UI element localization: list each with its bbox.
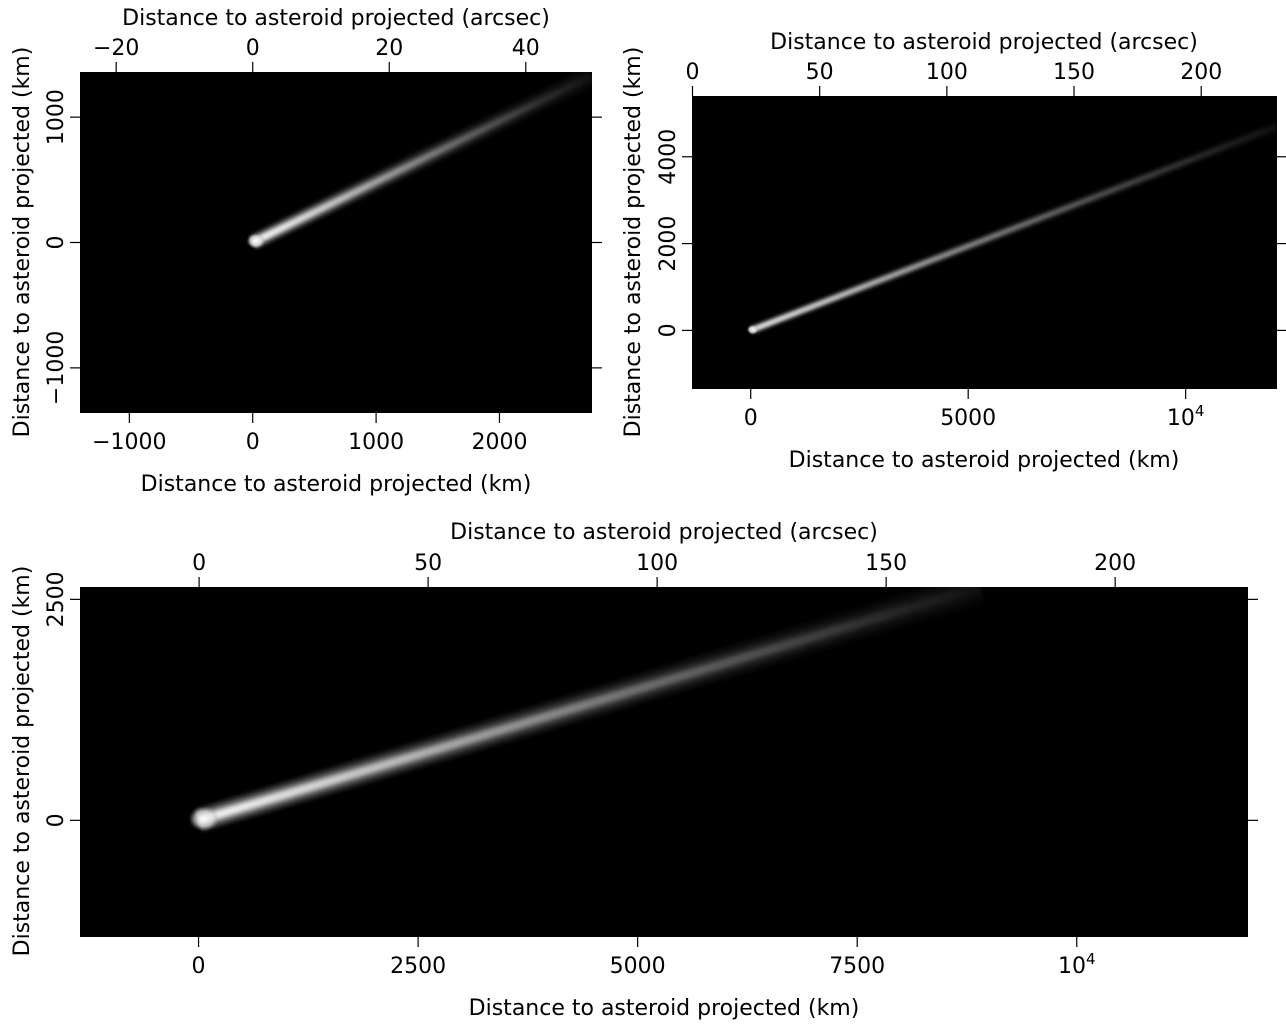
x-axis-top-top-left: −20 0 20 40 (93, 36, 540, 72)
y-axis-left-bottom: 0 2500 (44, 571, 80, 827)
x2-tick-label: 200 (1180, 60, 1222, 85)
y-axis-right-bottom (1248, 598, 1258, 821)
plot-area-top-right (692, 96, 1277, 389)
panel-top-right: 0 5000 104 0 50 100 150 200 0 2000 4000 Distance… (621, 30, 1286, 473)
asteroid-head (746, 324, 759, 335)
y-axis-label-bottom: Distance to asteroid projected (km) (10, 566, 35, 957)
x-tick-label: 7500 (829, 954, 885, 979)
panel-bottom: 0 2500 5000 7500 104 0 50 100 150 200 0 2500 Dist… (10, 520, 1258, 1021)
x-axis-bottom-bottom: 0 2500 5000 7500 104 (192, 937, 1096, 979)
x2-tick-label: 150 (1053, 60, 1095, 85)
y-tick-label: 0 (44, 236, 69, 250)
x-tick-label: 0 (744, 406, 758, 431)
x2-tick-label: −20 (93, 36, 139, 61)
x2-tick-label: 50 (414, 551, 442, 576)
x-axis-top-bottom: 0 50 100 150 200 (192, 551, 1136, 587)
x-tick-label: 104 (1167, 402, 1205, 431)
y-axis-label-top-left: Distance to asteroid projected (km) (10, 47, 35, 438)
x-axis-bottom-top-left: −1000 0 1000 2000 (92, 413, 527, 455)
y-tick-label: 2500 (44, 571, 69, 627)
y-tick-label: 4000 (656, 129, 681, 185)
y-tick-label: 0 (44, 813, 69, 827)
plot-area-top-left (80, 72, 592, 413)
x-tick-label: 5000 (940, 406, 996, 431)
x-axis-label-top-left: Distance to asteroid projected (km) (141, 472, 532, 497)
x-axis-label-top-right: Distance to asteroid projected (km) (789, 448, 1180, 473)
x2-tick-label: 0 (192, 551, 206, 576)
x-tick-label: 5000 (610, 954, 666, 979)
asteroid-head (246, 233, 266, 249)
dust-tail (188, 587, 985, 832)
x2-tick-label: 50 (806, 60, 834, 85)
x-tick-label: 2500 (390, 954, 446, 979)
x-axis-top-top-right: 0 50 100 150 200 (686, 60, 1222, 96)
dust-tail-layer (750, 125, 1277, 332)
x2-axis-label-bottom: Distance to asteroid projected (arcsec) (450, 520, 878, 545)
x-axis-bottom-top-right: 0 5000 104 (744, 389, 1205, 431)
y-tick-label: 1000 (44, 89, 69, 145)
dust-tail (246, 72, 592, 250)
x-tick-label: 1000 (348, 430, 404, 455)
y-axis-left-top-right: 0 2000 4000 (656, 129, 692, 337)
x-tick-label: 0 (192, 954, 206, 979)
x-tick-label: 0 (246, 430, 260, 455)
x-axis-label-bottom: Distance to asteroid projected (km) (469, 996, 860, 1021)
x-tick-label: 2000 (471, 430, 527, 455)
x2-axis-label-top-right: Distance to asteroid projected (arcsec) (770, 30, 1198, 55)
x2-tick-label: 0 (686, 60, 700, 85)
plot-area-bottom (80, 587, 1248, 937)
y-tick-label: 0 (656, 323, 681, 337)
y-axis-label-top-right: Distance to asteroid projected (km) (621, 47, 646, 438)
x2-tick-label: 100 (926, 60, 968, 85)
y-axis-left-top-left: −1000 0 1000 (44, 89, 80, 405)
y-axis-right-top-right (1277, 156, 1286, 331)
x2-tick-label: 150 (865, 551, 907, 576)
x2-tick-label: 0 (246, 36, 260, 61)
y-tick-label: −1000 (44, 331, 69, 405)
x-tick-label: −1000 (92, 430, 166, 455)
y-axis-right-top-left (592, 116, 602, 369)
y-tick-label: 2000 (656, 216, 681, 272)
asteroid-head (188, 806, 220, 832)
panel-top-left: −1000 0 1000 2000 −20 0 20 40 −1000 0 1000 Dista… (10, 6, 602, 497)
x2-tick-label: 40 (512, 36, 540, 61)
x2-axis-label-top-left: Distance to asteroid projected (arcsec) (122, 6, 550, 31)
dust-tail-layer (251, 73, 592, 245)
dust-tail (746, 120, 1277, 335)
plot-background (80, 587, 1248, 937)
x2-tick-label: 20 (375, 36, 403, 61)
x-tick-label: 104 (1058, 950, 1096, 979)
x2-tick-label: 200 (1094, 551, 1136, 576)
x2-tick-label: 100 (636, 551, 678, 576)
dust-tail-layer (197, 587, 982, 823)
